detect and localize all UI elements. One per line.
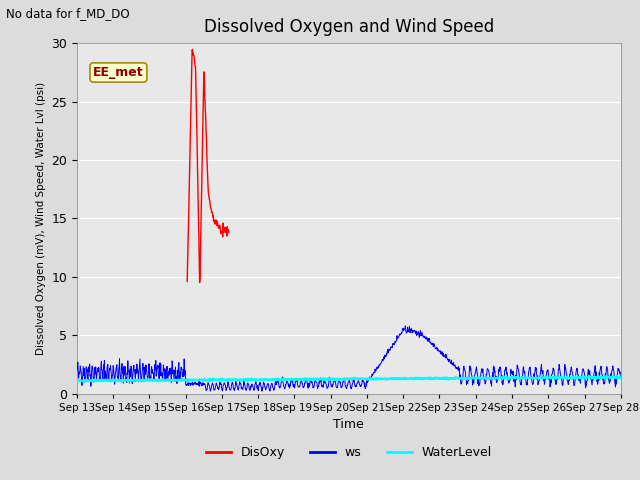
ws (505, 380, 513, 385)
Y-axis label: Dissolved Oxygen (mV), Wind Speed, Water Lvl (psi): Dissolved Oxygen (mV), Wind Speed, Water… (36, 82, 45, 355)
WaterLevel (255, 377, 263, 383)
Legend: DisOxy, ws, WaterLevel: DisOxy, ws, WaterLevel (201, 442, 497, 465)
ws (180, 372, 188, 378)
Line: WaterLevel: WaterLevel (77, 376, 621, 382)
WaterLevel (195, 377, 202, 383)
WaterLevel (434, 375, 442, 381)
WaterLevel (73, 379, 81, 384)
X-axis label: Time: Time (333, 418, 364, 431)
ws (255, 385, 262, 391)
ws (258, 388, 266, 394)
ws (617, 376, 625, 382)
ws (434, 346, 442, 352)
DisOxy (194, 182, 202, 188)
WaterLevel (505, 376, 513, 382)
Text: EE_met: EE_met (93, 66, 144, 79)
Line: ws: ws (77, 326, 621, 391)
Text: No data for f_MD_DO: No data for f_MD_DO (6, 7, 130, 20)
ws (194, 381, 202, 387)
WaterLevel (573, 373, 580, 379)
Line: DisOxy: DisOxy (187, 49, 228, 282)
ws (401, 323, 409, 329)
WaterLevel (181, 377, 189, 383)
WaterLevel (617, 375, 625, 381)
WaterLevel (553, 374, 561, 380)
ws (73, 368, 81, 373)
Title: Dissolved Oxygen and Wind Speed: Dissolved Oxygen and Wind Speed (204, 18, 494, 36)
ws (553, 377, 561, 383)
WaterLevel (80, 379, 88, 385)
